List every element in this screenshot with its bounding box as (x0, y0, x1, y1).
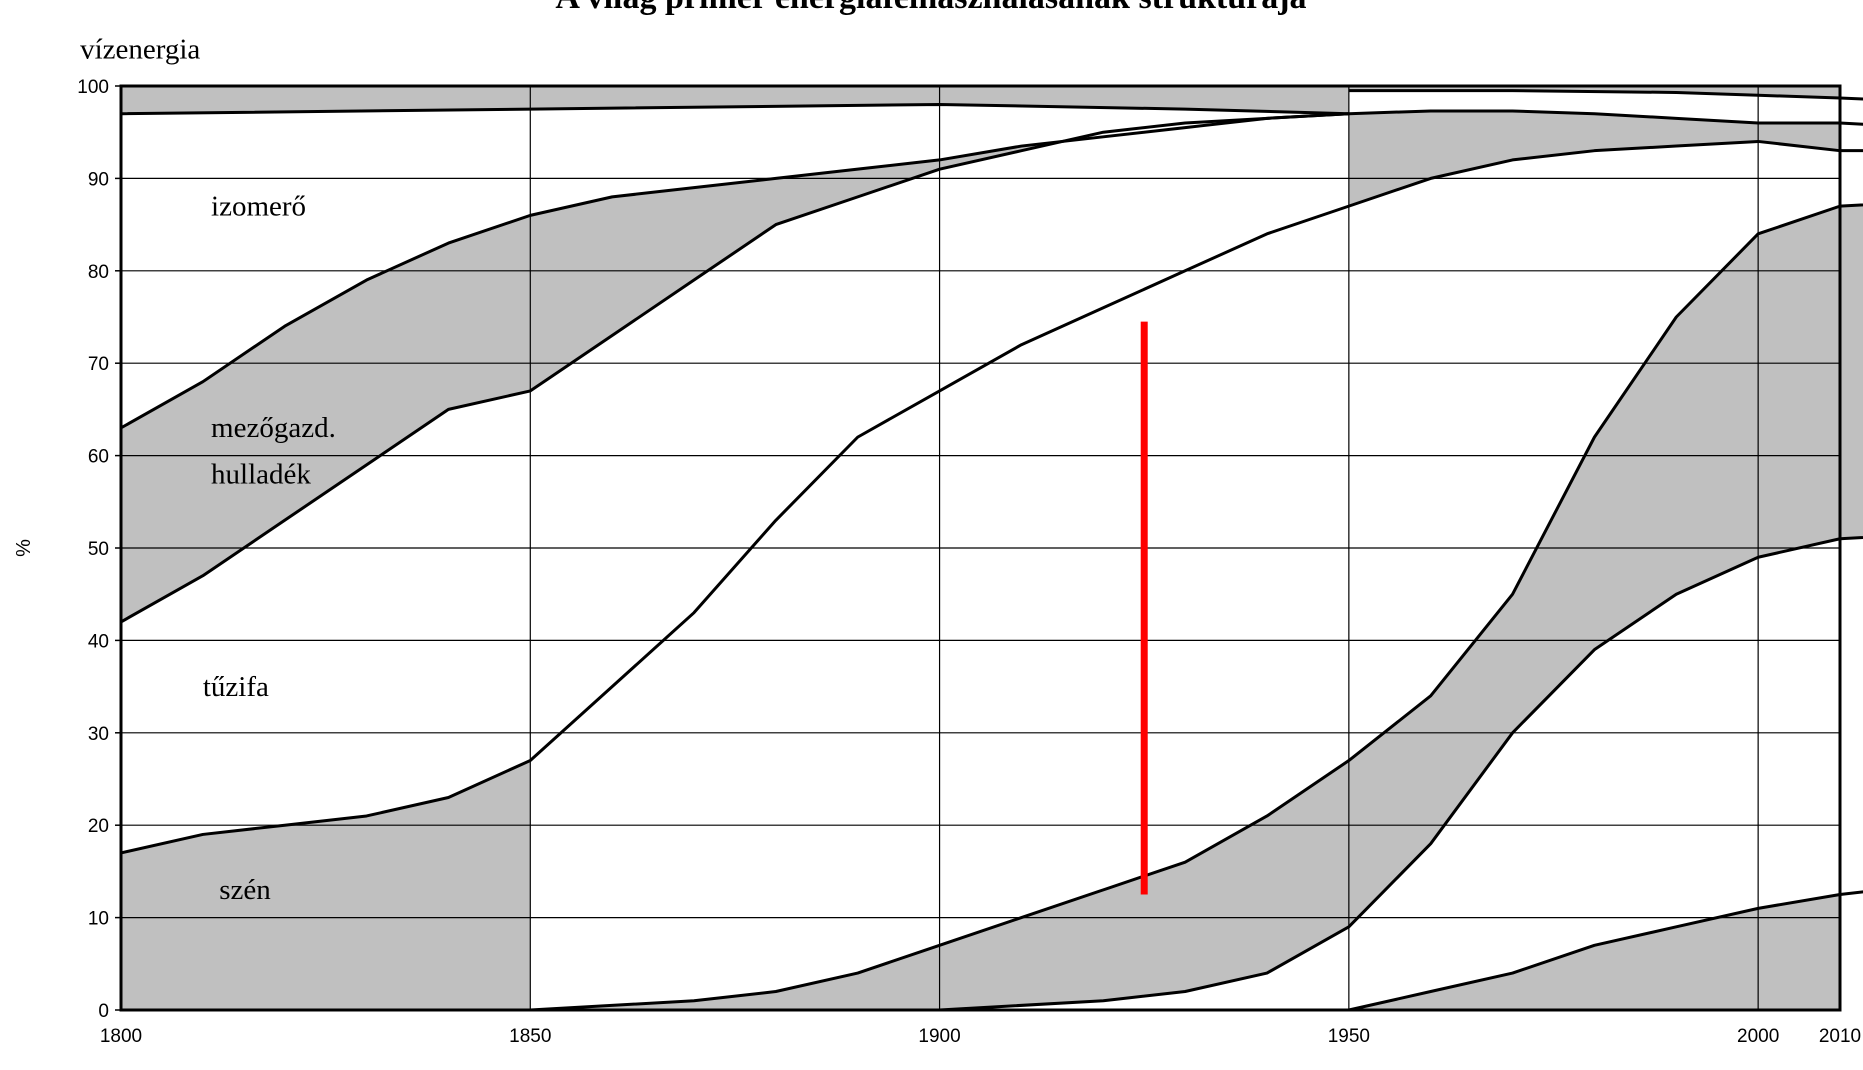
y-tick-90: 90 (88, 169, 109, 190)
band-foldgaz (939, 537, 1863, 1010)
y-tick-40: 40 (88, 631, 109, 652)
curve-izomero_top (120, 102, 1863, 126)
label-mezőgazd.: mezőgazd. (211, 412, 336, 444)
band-gas-upper (939, 204, 1863, 1010)
curve-szen_top (120, 139, 1863, 855)
label-tűzifa: tűzifa (203, 671, 269, 703)
boundary-curves (120, 89, 1863, 1012)
label-izomerő: izomerő (211, 190, 306, 222)
band-koolaj (530, 141, 1863, 1010)
x-tick-1900: 1900 (918, 1026, 960, 1047)
curve-tuzifa_top (120, 112, 1349, 624)
curve-mezogazd_top (120, 112, 1349, 430)
curve-atom_top (1348, 890, 1863, 1012)
y-tick-20: 20 (88, 816, 109, 837)
x-tick-1950: 1950 (1328, 1026, 1370, 1047)
x-tick-2010: 2010 (1819, 1026, 1861, 1047)
y-axis-ticks: 0 10 20 30 40 50 60 70 80 90 100 (77, 77, 121, 1022)
label-vízenergia: vízenergia (80, 33, 200, 65)
y-tick-80: 80 (88, 262, 109, 283)
curve-koolaj_bottom (530, 203, 1863, 1012)
x-tick-2000: 2000 (1737, 1026, 1779, 1047)
x-axis-ticks: 1800 1850 1900 1950 2000 2010 (100, 1026, 1861, 1047)
y-tick-60: 60 (88, 447, 109, 468)
label-hulladék: hulladék (211, 458, 311, 490)
y-tick-50: 50 (88, 539, 109, 560)
curve-foldgaz_top (939, 535, 1863, 1012)
y-tick-70: 70 (88, 354, 109, 375)
label-szén: szén (219, 874, 271, 906)
y-axis-label: % (13, 539, 35, 557)
band-tuzifa (121, 113, 1349, 853)
band-vizenergia-strip (1348, 90, 1863, 125)
band-izomero (121, 104, 1349, 428)
y-tick-100: 100 (77, 77, 109, 98)
x-tick-1800: 1800 (100, 1026, 142, 1047)
x-tick-1850: 1850 (509, 1026, 551, 1047)
y-tick-10: 10 (88, 909, 109, 930)
chart-title: A világ primer energiafelhasználásának s… (555, 0, 1306, 16)
series-labels: vízenergiaegyéb megújulóizomerőmezőgazd.… (80, 33, 336, 906)
y-tick-30: 30 (88, 724, 109, 745)
y-tick-0: 0 (98, 1001, 109, 1022)
annotations (1140, 321, 1148, 895)
